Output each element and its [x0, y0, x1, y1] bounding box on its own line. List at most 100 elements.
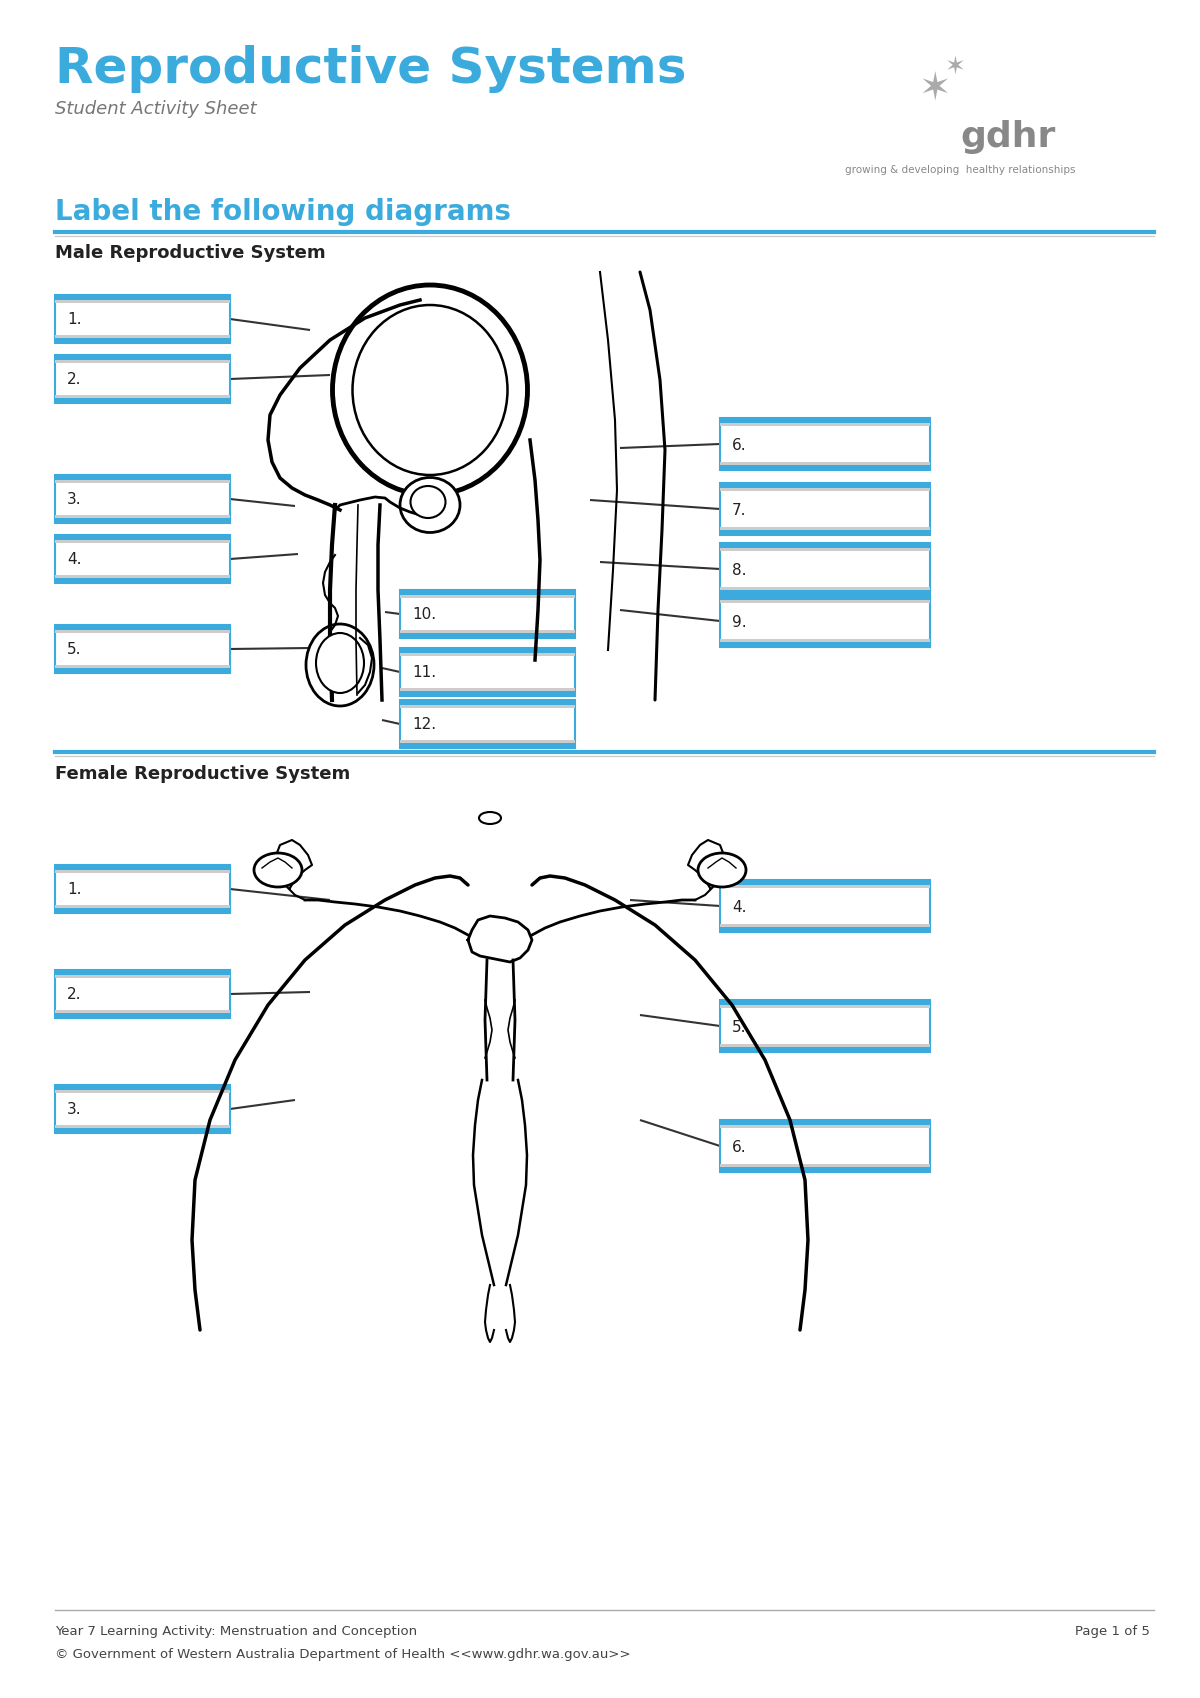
Bar [720, 599, 930, 603]
Ellipse shape [306, 623, 374, 706]
Bar [55, 905, 230, 908]
Bar [55, 975, 230, 978]
Bar [720, 462, 930, 465]
Bar [55, 576, 230, 577]
Text: 6.: 6. [732, 438, 746, 453]
Bar [55, 625, 230, 630]
Bar [720, 423, 930, 426]
Bar [400, 589, 575, 638]
Text: 3.: 3. [67, 492, 82, 508]
Bar [55, 514, 230, 518]
Bar [720, 924, 930, 927]
Bar [55, 625, 230, 672]
Bar [55, 540, 230, 543]
Bar [720, 543, 930, 548]
Text: Year 7 Learning Activity: Menstruation and Conception: Year 7 Learning Activity: Menstruation a… [55, 1625, 418, 1639]
Bar [720, 1048, 930, 1053]
Bar [55, 295, 230, 301]
Bar [400, 691, 575, 696]
Bar [400, 589, 575, 594]
Text: 6.: 6. [732, 1139, 746, 1155]
Bar [55, 864, 230, 869]
Text: Label the following diagrams: Label the following diagrams [55, 199, 511, 226]
Bar [400, 594, 575, 598]
Bar [720, 588, 930, 589]
Bar [720, 487, 930, 491]
Bar [720, 880, 930, 885]
Ellipse shape [316, 633, 364, 693]
Bar [55, 970, 230, 975]
Text: 5.: 5. [732, 1019, 746, 1034]
Bar [55, 475, 230, 523]
Text: Page 1 of 5: Page 1 of 5 [1075, 1625, 1150, 1639]
Text: Student Activity Sheet: Student Activity Sheet [55, 100, 257, 117]
Bar [720, 418, 930, 470]
Bar [400, 654, 575, 655]
Text: growing & developing  healthy relationships: growing & developing healthy relationshi… [845, 165, 1075, 175]
Bar [55, 864, 230, 914]
Text: 8.: 8. [732, 562, 746, 577]
Bar [55, 335, 230, 338]
Bar [55, 518, 230, 523]
Bar [55, 630, 230, 633]
Bar [55, 360, 230, 363]
Text: 11.: 11. [412, 666, 436, 681]
Bar [55, 577, 230, 582]
Bar [720, 530, 930, 535]
Bar [55, 908, 230, 914]
Bar [400, 740, 575, 744]
Bar [720, 465, 930, 470]
Bar [720, 482, 930, 487]
Bar [720, 543, 930, 594]
Bar [55, 355, 230, 402]
Bar [720, 1126, 930, 1127]
Bar [400, 688, 575, 691]
Bar [55, 1014, 230, 1019]
Bar [400, 633, 575, 638]
Ellipse shape [254, 852, 302, 886]
Bar [720, 642, 930, 647]
Bar [55, 481, 230, 482]
Bar [400, 649, 575, 696]
Text: 3.: 3. [67, 1102, 82, 1117]
Text: Male Reproductive System: Male Reproductive System [55, 245, 325, 261]
Bar [55, 475, 230, 481]
Bar [720, 885, 930, 888]
Text: © Government of Western Australia Department of Health <<www.gdhr.wa.gov.au>>: © Government of Western Australia Depart… [55, 1649, 631, 1661]
Bar [720, 1000, 930, 1005]
Text: Female Reproductive System: Female Reproductive System [55, 766, 350, 783]
Bar [720, 526, 930, 530]
Text: 12.: 12. [412, 718, 436, 732]
Bar [720, 1005, 930, 1009]
Text: 2.: 2. [67, 372, 82, 387]
Bar [400, 700, 575, 705]
Bar [55, 1090, 230, 1094]
Bar [55, 1126, 230, 1127]
Text: 7.: 7. [732, 503, 746, 518]
Bar [720, 482, 930, 535]
Bar [55, 970, 230, 1019]
Bar [55, 396, 230, 397]
Text: Reproductive Systems: Reproductive Systems [55, 46, 686, 93]
Text: 9.: 9. [732, 615, 746, 630]
Bar [720, 589, 930, 594]
Bar [55, 301, 230, 302]
Bar [55, 1085, 230, 1133]
Text: 2.: 2. [67, 988, 82, 1002]
Bar [55, 535, 230, 582]
Bar [720, 594, 930, 647]
Bar [55, 1085, 230, 1090]
Bar [55, 397, 230, 402]
Bar [720, 1121, 930, 1126]
Text: 5.: 5. [67, 642, 82, 657]
Bar [400, 649, 575, 654]
Text: gdhr: gdhr [960, 121, 1055, 155]
Bar [55, 338, 230, 343]
Bar [720, 594, 930, 599]
Bar [400, 705, 575, 708]
Bar [55, 667, 230, 672]
Bar [720, 1167, 930, 1172]
Text: ✶: ✶ [944, 54, 966, 80]
Bar [55, 535, 230, 540]
Bar [720, 927, 930, 932]
